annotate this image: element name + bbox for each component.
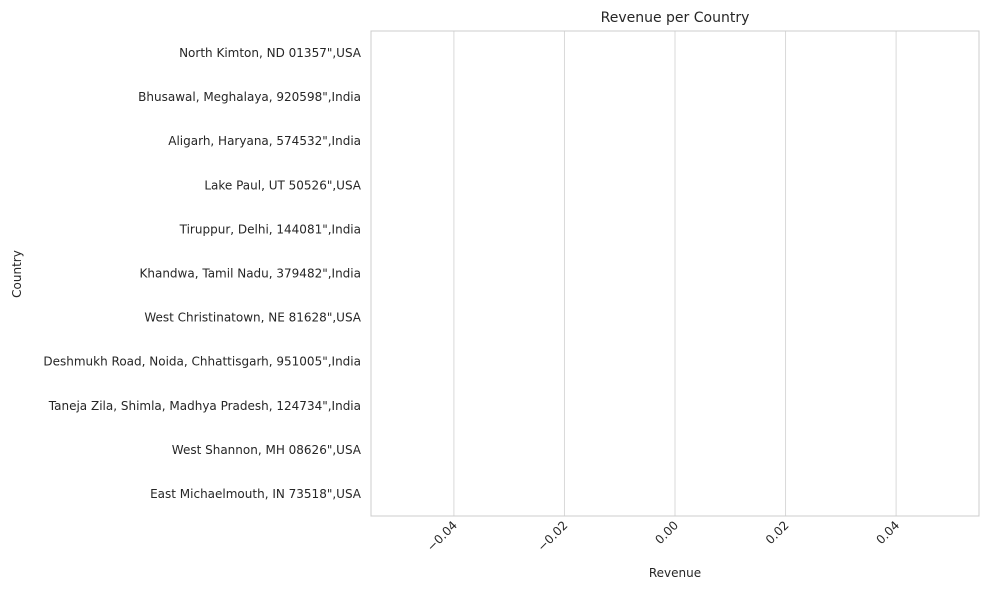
y-tick-label: Aligarh, Haryana, 574532",India xyxy=(168,134,361,148)
y-tick-label: Taneja Zila, Shimla, Madhya Pradesh, 124… xyxy=(48,399,361,413)
x-tick-label: 0.00 xyxy=(652,518,681,547)
x-tick-label: −0.02 xyxy=(535,518,571,554)
chart-title: Revenue per Country xyxy=(601,10,750,26)
y-tick-label: Khandwa, Tamil Nadu, 379482",India xyxy=(140,267,362,281)
x-tick-label: 0.04 xyxy=(873,518,902,547)
y-tick-label: West Shannon, MH 08626",USA xyxy=(172,443,362,457)
x-tick-label: −0.04 xyxy=(424,518,460,554)
x-tick-labels: −0.04 −0.02 0.00 0.02 0.04 xyxy=(424,518,902,554)
y-tick-label: Tiruppur, Delhi, 144081",India xyxy=(179,222,361,236)
y-tick-label: Lake Paul, UT 50526",USA xyxy=(204,178,361,192)
x-tick-label: 0.02 xyxy=(763,518,792,547)
y-tick-label: West Christinatown, NE 81628",USA xyxy=(144,311,361,325)
y-axis-label: Country xyxy=(10,250,24,298)
y-tick-label: North Kimton, ND 01357",USA xyxy=(179,46,362,60)
y-tick-labels: North Kimton, ND 01357",USA Bhusawal, Meg… xyxy=(43,46,361,501)
y-tick-label: East Michaelmouth, IN 73518",USA xyxy=(150,487,362,501)
plot-frame xyxy=(370,30,980,517)
y-tick-label: Deshmukh Road, Noida, Chhattisgarh, 9510… xyxy=(43,355,361,369)
x-gridlines xyxy=(453,31,897,516)
y-tick-label: Bhusawal, Meghalaya, 920598",India xyxy=(138,90,361,104)
x-axis-label: Revenue xyxy=(649,566,701,580)
